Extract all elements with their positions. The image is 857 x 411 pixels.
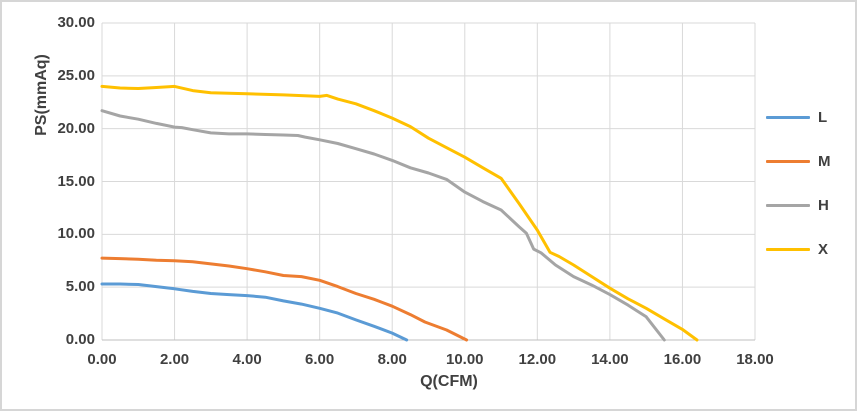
x-tick-label: 18.00	[736, 351, 774, 368]
legend-item-M[interactable]: M	[766, 139, 831, 183]
y-tick-label: 15.00	[57, 172, 95, 190]
legend-swatch-L	[766, 115, 810, 119]
x-tick-label: 16.00	[663, 351, 702, 368]
series-line-L	[100, 282, 409, 342]
x-tick-label: 10.00	[445, 351, 484, 368]
legend-swatch-H	[766, 203, 810, 207]
x-tick-label: 12.00	[518, 351, 557, 368]
legend: L M H X	[766, 95, 831, 271]
legend-item-H[interactable]: H	[766, 183, 831, 227]
x-tick-label: 0.00	[87, 351, 117, 368]
x-tick-label: 14.00	[591, 351, 629, 368]
x-axis-title: Q(CFM)	[420, 373, 478, 390]
legend-item-X[interactable]: X	[766, 227, 831, 271]
y-tick-label: 20.00	[57, 119, 95, 137]
x-tick-label: 8.00	[377, 351, 407, 368]
y-tick-label: 10.00	[57, 225, 95, 243]
legend-swatch-X	[766, 247, 810, 251]
y-tick-label: 0.00	[65, 331, 95, 348]
legend-label: L	[818, 108, 828, 126]
legend-item-L[interactable]: L	[766, 95, 831, 139]
y-tick-label: 30.00	[57, 14, 95, 31]
x-tick-label: 6.00	[305, 351, 335, 368]
y-tick-label: 5.00	[65, 278, 95, 296]
y-axis-title: PS(mmAq)	[33, 54, 50, 136]
legend-label: M	[818, 152, 831, 170]
series-line-M	[100, 256, 469, 342]
series-line-H	[100, 109, 666, 342]
legend-label: X	[818, 240, 829, 258]
y-tick-label: 25.00	[57, 66, 95, 84]
legend-swatch-M	[766, 159, 810, 163]
x-tick-label: 2.00	[159, 351, 190, 368]
x-tick-label: 4.00	[232, 351, 262, 368]
series-line-X	[100, 84, 699, 342]
legend-label: H	[818, 196, 829, 214]
